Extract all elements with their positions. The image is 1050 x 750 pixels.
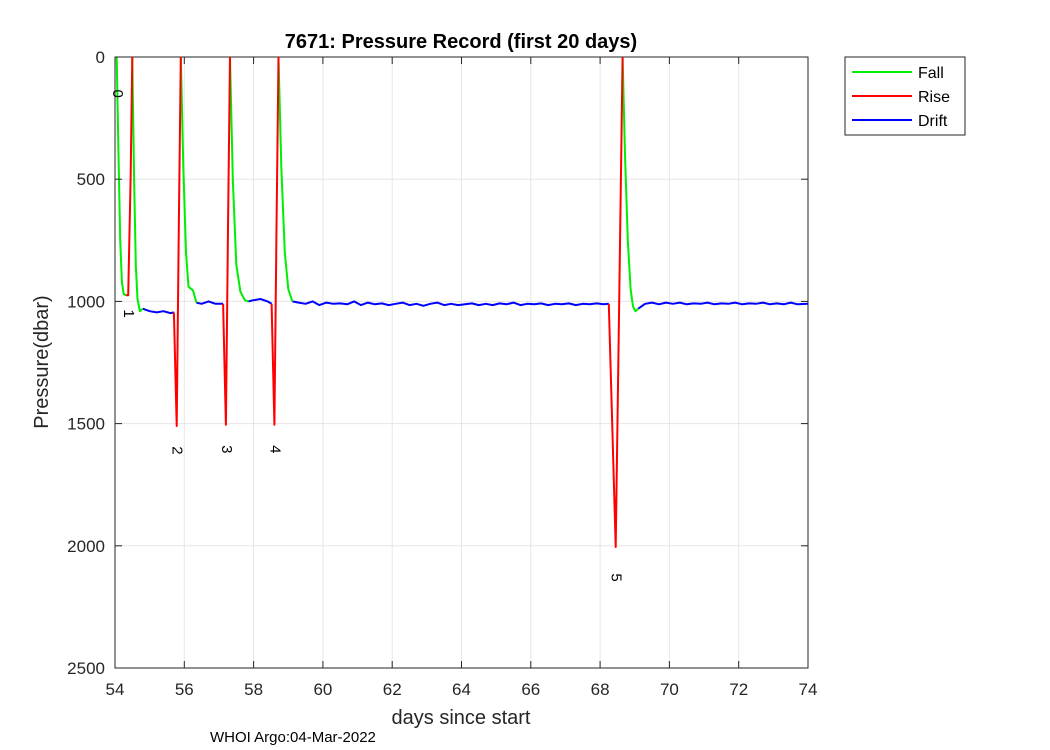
x-tick-label: 72 (729, 680, 748, 699)
series-fall-line (229, 56, 249, 303)
axis-ticks: 54 56 58 60 62 64 66 68 70 72 74050010001500200025… (67, 48, 817, 699)
y-tick-label: 2500 (67, 659, 105, 678)
profile-number-label: 4 (266, 445, 283, 453)
series-drift-line (196, 300, 224, 305)
profile-number-label: 1 (120, 309, 137, 317)
footer-credit: WHOI Argo:04-Mar-2022 (210, 729, 376, 746)
y-axis-title: Pressure(dbar) (31, 295, 53, 428)
series-rise-line (222, 56, 231, 426)
series-fall-line (131, 56, 144, 313)
x-tick-label: 58 (244, 680, 263, 699)
x-tick-label: 74 (799, 680, 818, 699)
x-tick-label: 56 (175, 680, 194, 699)
profile-number-label: 3 (218, 445, 235, 453)
x-tick-label: 54 (106, 680, 125, 699)
x-tick-label: 60 (313, 680, 332, 699)
series-fall-line (277, 56, 294, 302)
x-axis-title: days since start (392, 707, 531, 729)
x-tick-label: 66 (521, 680, 540, 699)
legend: Fall Rise Drift (844, 56, 966, 136)
y-tick-label: 500 (77, 170, 105, 189)
y-tick-label: 2000 (67, 537, 105, 556)
series-rise-line (270, 56, 280, 426)
series-rise-line (126, 56, 134, 297)
series-fall-line (621, 56, 639, 313)
profile-number-label: 0 (109, 89, 126, 97)
x-tick-label: 68 (591, 680, 610, 699)
series-drift-line (637, 301, 809, 310)
series-drift-line (292, 300, 609, 307)
profile-number-label: 5 (608, 573, 625, 581)
chart-title: 7671: Pressure Record (first 20 days) (285, 31, 637, 53)
series-fall-line (115, 56, 127, 297)
profile-labels: 0 1 2 3 4 5 (109, 89, 625, 581)
series-rise-line (607, 56, 624, 548)
profile-number-label: 2 (169, 446, 186, 454)
legend-label-drift: Drift (918, 113, 948, 130)
y-tick-label: 0 (96, 48, 105, 67)
series-fall-line (179, 56, 198, 303)
x-tick-label: 62 (383, 680, 402, 699)
y-tick-label: 1000 (67, 292, 105, 311)
data-series (115, 56, 809, 548)
x-tick-label: 64 (452, 680, 471, 699)
series-rise-line (172, 56, 182, 427)
x-tick-label: 70 (660, 680, 679, 699)
legend-label-fall: Fall (918, 65, 944, 82)
series-drift-line (248, 298, 273, 305)
y-tick-label: 1500 (67, 415, 105, 434)
series-drift-line (142, 307, 175, 315)
legend-label-rise: Rise (918, 89, 950, 106)
